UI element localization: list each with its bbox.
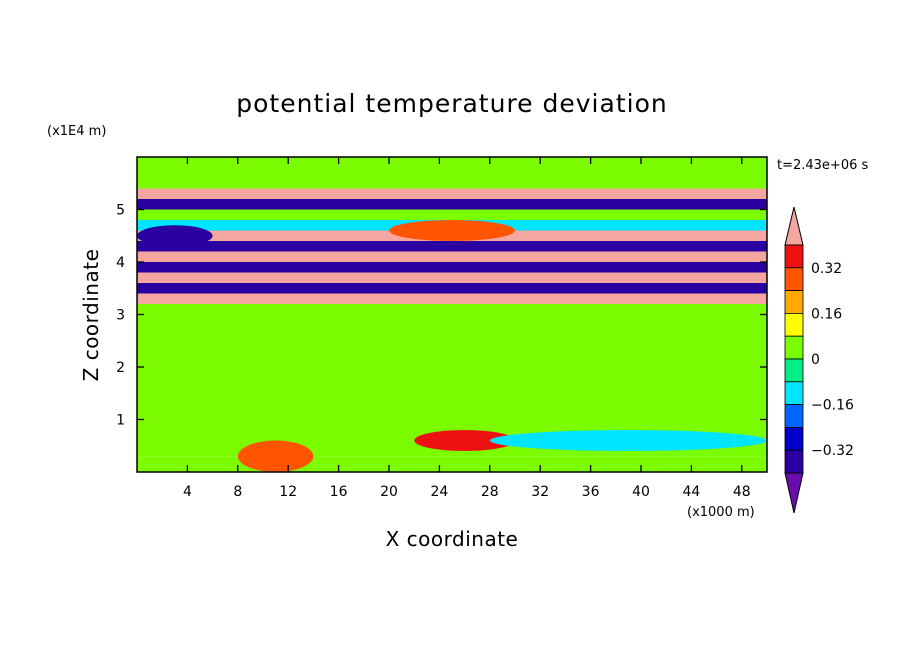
colorbar-box bbox=[784, 381, 804, 405]
x-tick-label: 12 bbox=[279, 484, 297, 500]
field-layer-4 bbox=[137, 293, 767, 304]
y-tick-label: 4 bbox=[116, 255, 125, 271]
field-feature-1 bbox=[414, 430, 515, 451]
time-label: t=2.43e+06 s bbox=[777, 158, 869, 173]
field-layer-9 bbox=[137, 241, 767, 252]
colorbar-box bbox=[784, 335, 804, 360]
x-tick-label: 8 bbox=[233, 484, 242, 500]
colorbar-extend-bottom bbox=[784, 472, 804, 514]
colorbar-box bbox=[784, 267, 804, 291]
field-layer-14 bbox=[137, 188, 767, 199]
colorbar-box bbox=[784, 426, 804, 451]
field-layer-7 bbox=[137, 262, 767, 273]
colorbar-tick-label: 0.32 bbox=[811, 261, 842, 277]
colorbar-tick-label: 0 bbox=[811, 352, 820, 368]
y-axis-label: Z coordinate bbox=[79, 249, 103, 382]
field-feature-4 bbox=[389, 220, 515, 241]
field-layer-0 bbox=[137, 456, 767, 472]
colorbar-box bbox=[784, 290, 804, 314]
chart-title: potential temperature deviation bbox=[236, 89, 667, 118]
field-feature-3 bbox=[137, 225, 213, 247]
x-tick-label: 40 bbox=[632, 484, 650, 500]
colorbar-extend-top bbox=[784, 206, 804, 246]
y-tick-label: 1 bbox=[116, 413, 125, 429]
y-tick-label: 3 bbox=[116, 308, 125, 324]
colorbar-box bbox=[784, 244, 804, 269]
x-axis-label: X coordinate bbox=[386, 527, 519, 551]
field-feature-2 bbox=[489, 430, 767, 451]
colorbar-tick-label: −0.16 bbox=[811, 398, 854, 414]
field-feature-0 bbox=[237, 440, 314, 472]
x-tick-label: 44 bbox=[682, 484, 700, 500]
x-tick-label: 16 bbox=[330, 484, 348, 500]
colorbar: 0.32 0.16 0 −0.16 −0.32 bbox=[784, 206, 854, 514]
x-tick-label: 4 bbox=[183, 484, 192, 500]
field-layer-6 bbox=[137, 272, 767, 283]
field-layer-8 bbox=[137, 251, 767, 262]
colorbar-tick-label: 0.16 bbox=[811, 306, 842, 322]
y-axis-ticks: 1 2 3 4 5 bbox=[116, 203, 767, 429]
field-layer-12 bbox=[137, 209, 767, 220]
x-tick-label: 28 bbox=[481, 484, 499, 500]
x-tick-label: 48 bbox=[733, 484, 751, 500]
x-tick-label: 20 bbox=[380, 484, 398, 500]
colorbar-tick-label: −0.32 bbox=[811, 443, 854, 459]
field-layer-3 bbox=[137, 304, 767, 430]
field-layer-15 bbox=[137, 157, 767, 189]
field-layer-5 bbox=[137, 283, 767, 294]
y-tick-label: 5 bbox=[116, 203, 125, 219]
x-tick-label: 36 bbox=[582, 484, 600, 500]
colorbar-box bbox=[784, 404, 804, 428]
y-axis-unit: (x1E4 m) bbox=[47, 124, 106, 139]
field-layer-13 bbox=[137, 199, 767, 210]
plot-area bbox=[137, 157, 767, 472]
colorbar-box bbox=[784, 449, 804, 474]
colorbar-box bbox=[784, 358, 804, 383]
x-axis-ticks: 4 8 12 16 20 24 28 32 36 40 44 48 bbox=[183, 157, 751, 500]
y-tick-label: 2 bbox=[116, 360, 125, 376]
x-tick-label: 24 bbox=[430, 484, 448, 500]
x-axis-unit: (x1000 m) bbox=[687, 505, 755, 520]
x-tick-label: 32 bbox=[531, 484, 549, 500]
colorbar-box bbox=[784, 312, 804, 337]
